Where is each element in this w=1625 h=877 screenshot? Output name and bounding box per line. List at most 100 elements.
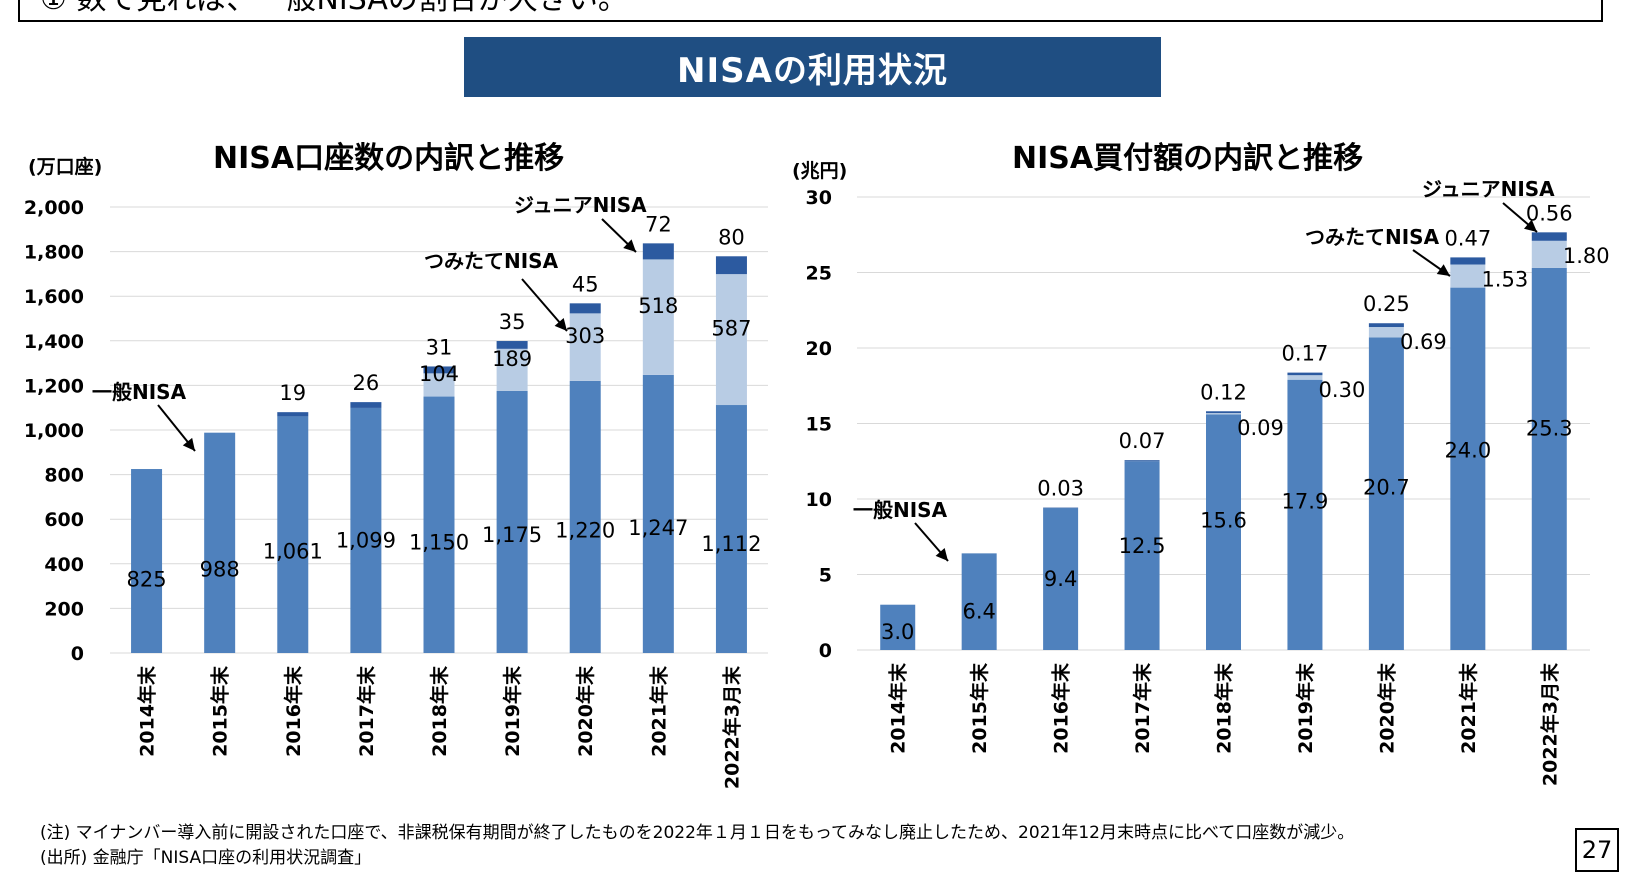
bar-junior: [496, 341, 528, 349]
bar-general: [131, 469, 163, 653]
y-tick-label: 2,000: [24, 197, 84, 219]
data-label-general: 15.6: [1200, 508, 1247, 532]
bar-general: [423, 396, 455, 653]
bar-junior: [1206, 411, 1241, 414]
data-label-general: 17.9: [1282, 489, 1329, 513]
data-label-junior: 0.25: [1363, 292, 1410, 316]
footnote-note: (注) マイナンバー導入前に開設された口座で、非課税保有期間が終了したものを20…: [40, 823, 1355, 843]
bar-general: [1124, 461, 1160, 650]
data-label-junior: 0.12: [1200, 380, 1247, 404]
top-summary-text: ① 数で見れば、一般NISAの割合が大きい。: [40, 0, 628, 18]
arrow-tsumitate: [521, 278, 568, 332]
bar-junior: [1043, 507, 1079, 509]
arrow-general-r: [914, 522, 949, 562]
data-label-junior: 0.07: [1119, 429, 1166, 453]
x-category-label: 2018年末: [428, 665, 451, 757]
data-label-general: 988: [200, 557, 240, 581]
annotation-tsumitate: つみたてNISA: [424, 249, 559, 273]
y-tick-label: 800: [44, 465, 84, 487]
data-label-junior: 0.47: [1444, 226, 1491, 250]
x-category-label: 2015年末: [968, 662, 991, 754]
footnote-source: (出所) 金融庁「NISA口座の利用状況調査」: [40, 848, 372, 868]
bar-general: [204, 432, 236, 653]
y-tick-label: 1,600: [24, 286, 84, 308]
arrow-junior-r-head: [1523, 219, 1537, 232]
bar-general: [880, 604, 916, 650]
bar-junior: [642, 243, 674, 260]
bar-tsumitate: [423, 373, 455, 397]
data-label-general: 1,099: [336, 528, 396, 552]
data-label-tsumitate: 189: [492, 347, 532, 371]
x-category-label: 2014年末: [136, 665, 159, 757]
arrow-junior-head: [623, 239, 636, 252]
data-label-tsumitate: 1.53: [1481, 267, 1528, 291]
x-category-label: 2015年末: [209, 665, 232, 757]
top-summary-box: ① 数で見れば、一般NISAの割合が大きい。: [18, 0, 1603, 22]
bar-junior: [277, 412, 309, 417]
bar-junior: [715, 256, 747, 275]
data-label-general: 1,247: [628, 516, 688, 540]
bar-general: [1043, 508, 1079, 650]
data-label-general: 20.7: [1363, 475, 1410, 499]
y-tick-label: 200: [44, 598, 84, 620]
y-tick-label: 0: [71, 643, 84, 665]
bar-tsumitate: [496, 348, 528, 391]
data-label-general: 1,175: [482, 523, 542, 547]
x-category-label: 2017年末: [355, 665, 378, 757]
x-category-label: 2022年3月末: [720, 665, 743, 789]
right-chart-title: NISA買付額の内訳と推移: [1012, 141, 1364, 176]
bar-general: [1206, 414, 1241, 650]
arrow-general-head: [182, 437, 195, 451]
data-label-general: 1,220: [555, 519, 615, 543]
right-chart-unit: (兆円): [792, 160, 848, 182]
left-chart-title: NISA口座数の内訳と推移: [213, 141, 565, 176]
y-tick-label: 20: [806, 338, 832, 360]
y-tick-label: 0: [819, 640, 832, 662]
y-tick-label: 30: [806, 187, 832, 209]
x-category-label: 2016年末: [1050, 662, 1073, 754]
y-tick-label: 25: [806, 263, 832, 285]
data-label-general: 24.0: [1444, 439, 1491, 463]
purchase-amount-chart: 0 5 10 15 20 25 30 3.0 2014年末 6.4 2015年末 9.4 0.03 201…: [806, 177, 1610, 786]
arrow-tsumitate-r-head: [1436, 264, 1450, 276]
data-label-general: 12.5: [1119, 534, 1166, 558]
y-tick-label: 15: [806, 414, 832, 436]
arrow-tsumitate-head: [554, 317, 567, 331]
x-category-label: 2017年末: [1131, 662, 1154, 754]
bar-junior: [1368, 323, 1404, 328]
bar-general: [569, 380, 601, 653]
x-category-label: 2018年末: [1213, 662, 1236, 754]
account-count-chart: 0 200 400 600 800 1,000 1,200 1,400 1,600 1,800 2,…: [24, 193, 768, 789]
data-label-general: 6.4: [962, 599, 995, 623]
arrow-tsumitate-r: [1412, 249, 1451, 277]
page-number: 27: [1575, 828, 1619, 872]
data-label-general: 1,112: [701, 532, 761, 556]
bar-junior: [350, 402, 382, 408]
y-tick-label: 600: [44, 509, 84, 531]
bar-general: [715, 405, 747, 653]
data-label-junior: 0.03: [1037, 477, 1084, 501]
bar-tsumitate: [1368, 327, 1404, 338]
bar-tsumitate: [1450, 264, 1486, 288]
bar-tsumitate: [715, 274, 747, 406]
bar-general: [642, 374, 674, 653]
bar-general: [350, 407, 382, 653]
data-label-junior: 26: [353, 371, 380, 395]
y-tick-label: 10: [806, 489, 832, 511]
x-category-label: 2019年末: [501, 665, 524, 757]
data-label-junior: 45: [572, 272, 599, 296]
bar-tsumitate: [1531, 240, 1567, 268]
bar-tsumitate: [1206, 413, 1241, 415]
bar-general: [961, 553, 997, 650]
annotation-general-r: 一般NISA: [853, 498, 948, 522]
bar-junior: [1450, 257, 1486, 265]
data-label-general: 9.4: [1044, 567, 1077, 591]
y-tick-label: 5: [819, 565, 832, 587]
data-label-tsumitate: 303: [565, 324, 605, 348]
x-category-label: 2016年末: [282, 665, 305, 757]
bar-general: [496, 390, 528, 653]
arrow-general: [157, 404, 196, 452]
y-tick-label: 400: [44, 554, 84, 576]
data-label-general: 1,061: [263, 539, 323, 563]
data-label-junior: 80: [718, 225, 745, 249]
